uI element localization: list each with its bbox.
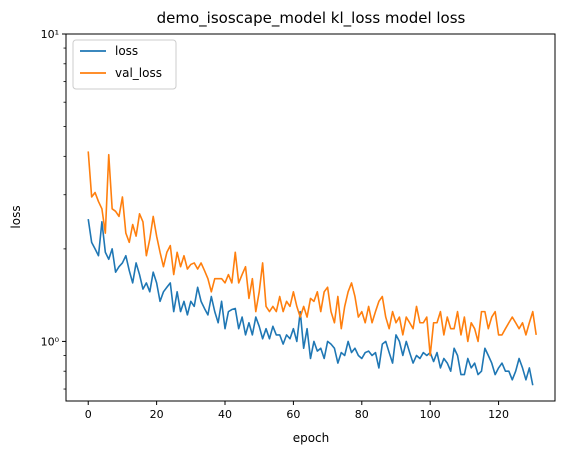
x-axis-label: epoch xyxy=(293,431,330,445)
legend-label-val-loss: val_loss xyxy=(115,66,162,80)
x-axis: 0 20 40 60 80 100 120 xyxy=(85,401,509,421)
legend-box xyxy=(72,39,177,90)
axes-frame xyxy=(65,33,556,402)
series-layer xyxy=(87,151,537,386)
y-axis: 10⁰ 10¹ xyxy=(41,28,66,390)
x-tick-label: 0 xyxy=(85,408,92,421)
y-tick-label: 10⁰ xyxy=(41,335,60,348)
legend: loss val_loss xyxy=(72,39,177,90)
series-line-loss xyxy=(87,218,534,386)
x-tick-label: 100 xyxy=(420,408,441,421)
x-tick-label: 120 xyxy=(488,408,509,421)
chart-title: demo_isoscape_model kl_loss model loss xyxy=(157,9,466,28)
x-tick-label: 20 xyxy=(150,408,164,421)
y-tick-label: 10¹ xyxy=(41,28,59,41)
x-tick-label: 80 xyxy=(355,408,369,421)
x-tick-label: 60 xyxy=(286,408,300,421)
y-axis-label: loss xyxy=(9,205,23,228)
series-line-val-loss xyxy=(87,151,537,357)
legend-label-loss: loss xyxy=(115,44,138,58)
x-tick-label: 40 xyxy=(218,408,232,421)
